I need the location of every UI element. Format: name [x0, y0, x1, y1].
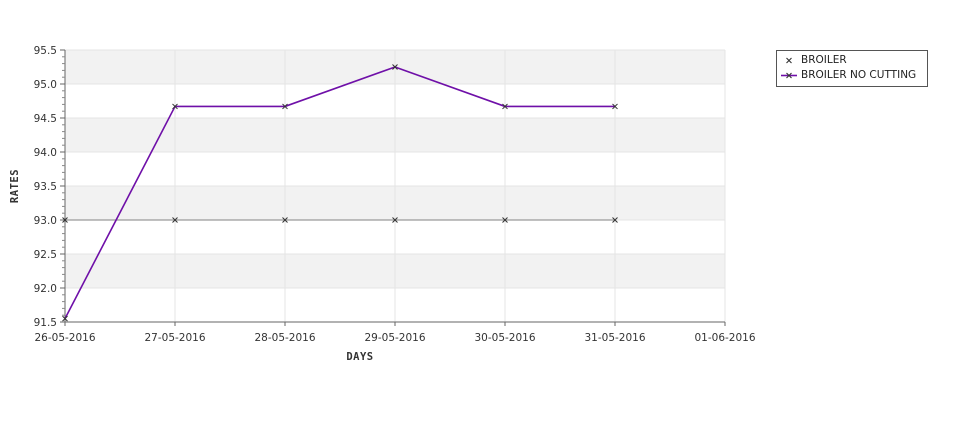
data-point-broiler[interactable]: [612, 217, 618, 223]
legend-item-broiler-no-cutting[interactable]: BROILER NO CUTTING: [777, 68, 927, 83]
y-tick-label: 95.5: [34, 45, 57, 57]
data-point-broiler-no-cutting[interactable]: [172, 103, 178, 110]
x-tick-label: 27-05-2016: [144, 332, 205, 344]
x-tick-label: 01-06-2016: [694, 332, 755, 344]
legend-marker-broiler-no-cutting: [781, 72, 797, 79]
y-tick-label: 93.5: [34, 181, 57, 193]
data-point-broiler[interactable]: [172, 217, 178, 223]
data-point-broiler[interactable]: [392, 217, 398, 223]
legend-label-broiler: BROILER: [801, 54, 847, 66]
series-line-broiler-no-cutting: [64, 66, 615, 319]
x-tick-label: 29-05-2016: [364, 332, 425, 344]
data-point-broiler[interactable]: [282, 217, 288, 223]
x-tick-label: 28-05-2016: [254, 332, 315, 344]
series-broiler: [62, 217, 618, 223]
legend-marker-broiler: [786, 57, 792, 64]
y-tick-label: 91.5: [34, 317, 57, 329]
data-point-broiler[interactable]: [502, 217, 508, 223]
y-tick-label: 92.5: [34, 249, 57, 261]
data-point-broiler-no-cutting[interactable]: [502, 103, 508, 110]
y-axis-title: RATES: [9, 169, 21, 203]
y-tick-label: 93.0: [34, 215, 57, 227]
y-tick-label: 92.0: [34, 283, 57, 295]
x-axis-title: DAYS: [346, 351, 373, 363]
legend-item-broiler[interactable]: BROILER: [777, 53, 927, 68]
x-axis-ticks: 26-05-2016 27-05-2016 28-05-2016 29-05-2016…: [34, 322, 756, 344]
x-tick-label: 30-05-2016: [474, 332, 535, 344]
y-tick-label: 94.0: [34, 147, 57, 159]
y-tick-label: 94.5: [34, 113, 57, 125]
legend-label-broiler-no-cutting: BROILER NO CUTTING: [801, 69, 917, 81]
data-point-broiler-no-cutting[interactable]: [392, 64, 398, 70]
data-point-broiler[interactable]: [62, 217, 68, 223]
data-point-broiler-no-cutting[interactable]: [62, 315, 68, 322]
y-tick-label: 95.0: [34, 79, 57, 91]
y-axis-ticks: 91.5 92.0 92.5 93.0 93.5 94.0 94.5 95.0 95.5: [34, 45, 65, 329]
x-tick-label: 26-05-2016: [34, 332, 95, 344]
x-tick-label: 31-05-2016: [584, 332, 645, 344]
series-layer: [62, 64, 618, 322]
data-point-broiler-no-cutting[interactable]: [612, 103, 618, 110]
data-point-broiler-no-cutting[interactable]: [282, 103, 288, 110]
series-broiler-no-cutting: [62, 64, 618, 322]
legend: BROILER BROILER NO CUTTING: [776, 50, 928, 87]
